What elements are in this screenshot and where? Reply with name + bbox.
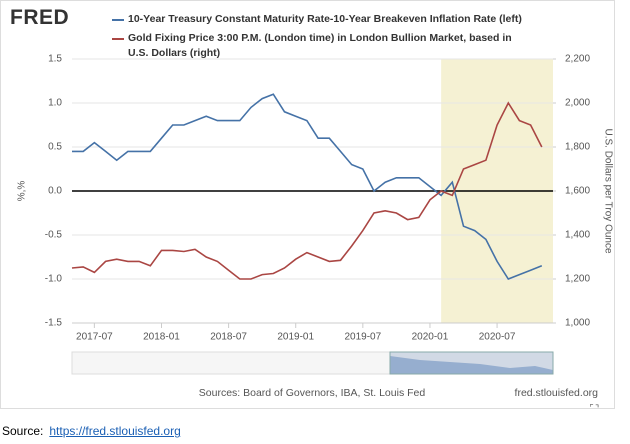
legend-item[interactable]: 10-Year Treasury Constant Maturity Rate-… (112, 12, 532, 27)
y-tick-label: 0.5 (48, 142, 62, 153)
y2-tick-label: 1,800 (565, 142, 590, 153)
source: Source: https://fred.stlouisfed.org (2, 424, 181, 438)
x-tick-label: 2020-01 (412, 332, 449, 343)
y-tick-label: -0.5 (45, 230, 63, 241)
legend-label: 10-Year Treasury Constant Maturity Rate-… (128, 13, 522, 25)
y-tick-label: -1.5 (45, 318, 63, 329)
fullscreen-icon[interactable]: ⛶ (589, 402, 599, 410)
logo: FRED (10, 6, 70, 29)
legend-swatch (112, 38, 124, 40)
y2-tick-label: 1,000 (565, 318, 590, 329)
credit: fred.stlouisfed.org (515, 387, 599, 399)
legend-swatch (112, 19, 124, 21)
source-label: Source: (2, 424, 44, 438)
y-tick-label: 1.0 (48, 98, 62, 109)
y2-axis-label: U.S. Dollars per Troy Ounce (602, 128, 613, 253)
navigator-area (390, 356, 553, 374)
source-link[interactable]: https://fred.stlouisfed.org (49, 424, 181, 438)
y2-tick-label: 1,400 (565, 230, 590, 241)
frame (0, 0, 615, 409)
legend-label: Gold Fixing Price 3:00 P.M. (London time… (128, 32, 512, 59)
series-line (71, 101, 543, 280)
y2-tick-label: 2,200 (565, 54, 590, 65)
y-tick-label: 1.5 (48, 54, 62, 65)
series-line (72, 93, 543, 280)
y2-tick-label: 2,000 (565, 98, 590, 109)
x-tick-label: 2018-01 (143, 332, 180, 343)
note: Sources: Board of Governors, IBA, St. Lo… (199, 387, 426, 399)
x-tick-label: 2019-07 (344, 332, 381, 343)
chart: -1.5 -1.0 -0.5 0.0 0.5 1.0 1.5 1,000 1,200 1,400 1… (0, 0, 615, 410)
navigator-window[interactable] (389, 351, 554, 375)
y2-tick-label: 1,600 (565, 186, 590, 197)
x-tick-label: 2019-01 (277, 332, 314, 343)
x-tick-label: 2018-07 (210, 332, 247, 343)
x-tick-label: 2020-07 (479, 332, 516, 343)
y-tick-label: -1.0 (45, 274, 63, 285)
y-tick-label: 0.0 (48, 186, 62, 197)
y-axis-label: %,% (17, 181, 28, 202)
x-tick-label: 2017-07 (76, 332, 113, 343)
legend-item[interactable]: Gold Fixing Price 3:00 P.M. (London time… (112, 31, 532, 61)
y2-tick-label: 1,200 (565, 274, 590, 285)
